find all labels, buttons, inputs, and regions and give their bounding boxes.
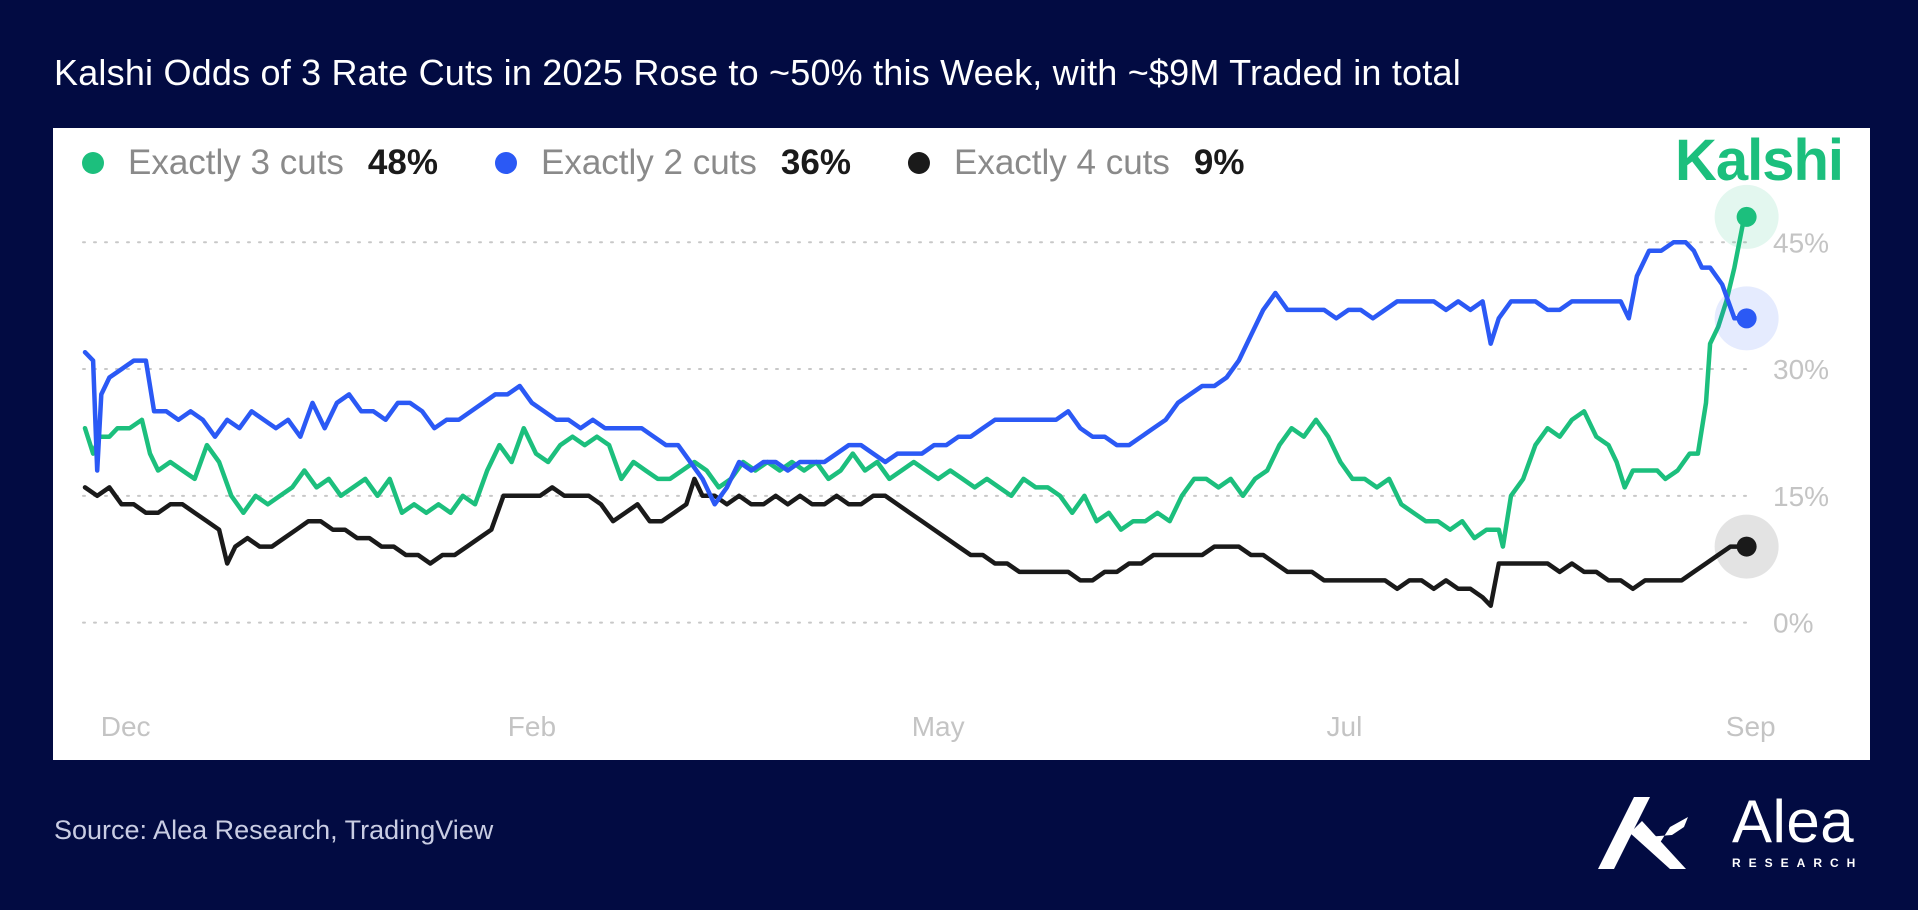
legend-label: Exactly 2 cuts: [541, 143, 757, 182]
legend-dot: [494, 152, 517, 174]
x-tick-label: Dec: [101, 711, 151, 742]
line-chart: 0% 15% 30% 45% Dec Feb May Jul Sep Exactly 3 cuts…: [82, 128, 1844, 742]
legend-label: Exactly 4 cuts: [954, 143, 1170, 182]
y-tick-label: 15%: [1773, 481, 1829, 512]
source-note: Source: Alea Research, TradingView: [54, 815, 494, 845]
y-tick-label: 30%: [1773, 354, 1829, 385]
y-tick-label: 45%: [1773, 227, 1829, 258]
legend-value: 9%: [1194, 143, 1245, 182]
end-point: [1736, 536, 1757, 557]
legend-label: Exactly 3 cuts: [128, 143, 344, 182]
x-tick-label: Jul: [1327, 711, 1363, 742]
x-tick-label: Feb: [508, 711, 556, 742]
series-line: [82, 214, 1749, 549]
chart-panel: 0% 15% 30% 45% Dec Feb May Jul Sep Exactly 3 cuts…: [53, 128, 1870, 760]
series-line: [82, 476, 1749, 608]
legend-dot: [907, 152, 930, 174]
alea-mark-icon: [1598, 797, 1688, 869]
y-tick-label: 0%: [1773, 608, 1813, 639]
chart-title: Kalshi Odds of 3 Rate Cuts in 2025 Rose …: [54, 52, 1461, 93]
alea-subtitle: RESEARCH: [1732, 856, 1864, 870]
x-tick-label: May: [912, 711, 965, 742]
end-point: [1736, 308, 1757, 329]
legend-value: 36%: [781, 143, 851, 182]
series-line: [82, 240, 1749, 507]
kalshi-logo: Kalshi: [1675, 128, 1843, 193]
end-point: [1736, 206, 1757, 227]
legend-value: 48%: [368, 143, 438, 182]
legend-dot: [82, 152, 104, 174]
alea-logo: Alea RESEARCH: [1590, 788, 1870, 873]
alea-wordmark: Alea: [1732, 788, 1855, 855]
x-tick-label: Sep: [1726, 711, 1776, 742]
